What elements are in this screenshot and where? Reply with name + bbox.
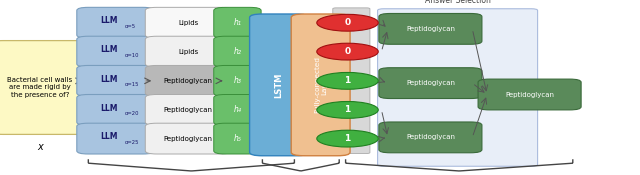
- Text: α=5: α=5: [125, 24, 136, 29]
- Text: Peptidoglycan: Peptidoglycan: [164, 78, 212, 84]
- FancyBboxPatch shape: [77, 94, 154, 125]
- Text: 1: 1: [344, 105, 351, 114]
- Circle shape: [317, 72, 378, 89]
- Text: α=25: α=25: [125, 140, 140, 145]
- Text: Fully-connected
Layer: Fully-connected Layer: [314, 56, 327, 113]
- FancyBboxPatch shape: [291, 14, 350, 156]
- Text: Peptidoglycan: Peptidoglycan: [505, 92, 554, 97]
- Text: LLM: LLM: [100, 104, 118, 113]
- Text: Peptidoglycan: Peptidoglycan: [406, 134, 455, 140]
- Text: α=10: α=10: [125, 53, 140, 58]
- Text: x: x: [37, 142, 43, 152]
- FancyBboxPatch shape: [214, 123, 261, 154]
- FancyBboxPatch shape: [214, 94, 261, 125]
- Circle shape: [317, 43, 378, 60]
- Circle shape: [317, 14, 378, 31]
- FancyBboxPatch shape: [214, 36, 261, 67]
- Circle shape: [317, 102, 378, 118]
- Text: h₁: h₁: [234, 18, 241, 27]
- FancyBboxPatch shape: [77, 36, 154, 67]
- Text: h₄: h₄: [234, 105, 241, 114]
- FancyBboxPatch shape: [77, 123, 154, 154]
- Text: h₅: h₅: [234, 134, 241, 143]
- Text: Lipids: Lipids: [178, 49, 198, 55]
- Text: LLM: LLM: [100, 16, 118, 26]
- Text: Peptidoglycan: Peptidoglycan: [164, 107, 212, 113]
- Circle shape: [317, 130, 378, 147]
- Text: Peptidoglycan: Peptidoglycan: [164, 136, 212, 142]
- FancyBboxPatch shape: [145, 36, 231, 67]
- Text: 0: 0: [344, 18, 351, 27]
- FancyBboxPatch shape: [145, 94, 231, 125]
- FancyBboxPatch shape: [77, 65, 154, 96]
- Text: Lipids: Lipids: [178, 20, 198, 26]
- FancyBboxPatch shape: [379, 122, 482, 153]
- FancyBboxPatch shape: [379, 68, 482, 99]
- Text: h₃: h₃: [234, 76, 241, 85]
- Text: Peptidoglycan: Peptidoglycan: [406, 80, 455, 86]
- Text: 0: 0: [344, 47, 351, 56]
- FancyBboxPatch shape: [145, 65, 231, 96]
- FancyBboxPatch shape: [214, 65, 261, 96]
- FancyBboxPatch shape: [145, 7, 231, 38]
- FancyBboxPatch shape: [478, 79, 581, 110]
- FancyBboxPatch shape: [378, 9, 538, 166]
- FancyBboxPatch shape: [0, 41, 88, 134]
- Text: LLM: LLM: [100, 45, 118, 54]
- Text: Answer Selection: Answer Selection: [425, 0, 490, 5]
- Text: α=20: α=20: [125, 111, 140, 116]
- FancyBboxPatch shape: [333, 8, 370, 153]
- FancyBboxPatch shape: [250, 14, 308, 156]
- Text: 1: 1: [344, 76, 351, 85]
- Text: LLM: LLM: [100, 75, 118, 84]
- Text: Peptidoglycan: Peptidoglycan: [406, 26, 455, 32]
- FancyBboxPatch shape: [214, 7, 261, 38]
- Text: Bacterial cell walls
are made rigid by
the presence of?: Bacterial cell walls are made rigid by t…: [8, 78, 72, 97]
- FancyBboxPatch shape: [145, 123, 231, 154]
- Text: α=15: α=15: [125, 82, 140, 87]
- Text: h₂: h₂: [234, 47, 241, 56]
- Text: 1: 1: [344, 134, 351, 143]
- FancyBboxPatch shape: [379, 13, 482, 44]
- Text: LSTM: LSTM: [275, 72, 284, 98]
- FancyBboxPatch shape: [77, 7, 154, 38]
- Text: LLM: LLM: [100, 132, 118, 141]
